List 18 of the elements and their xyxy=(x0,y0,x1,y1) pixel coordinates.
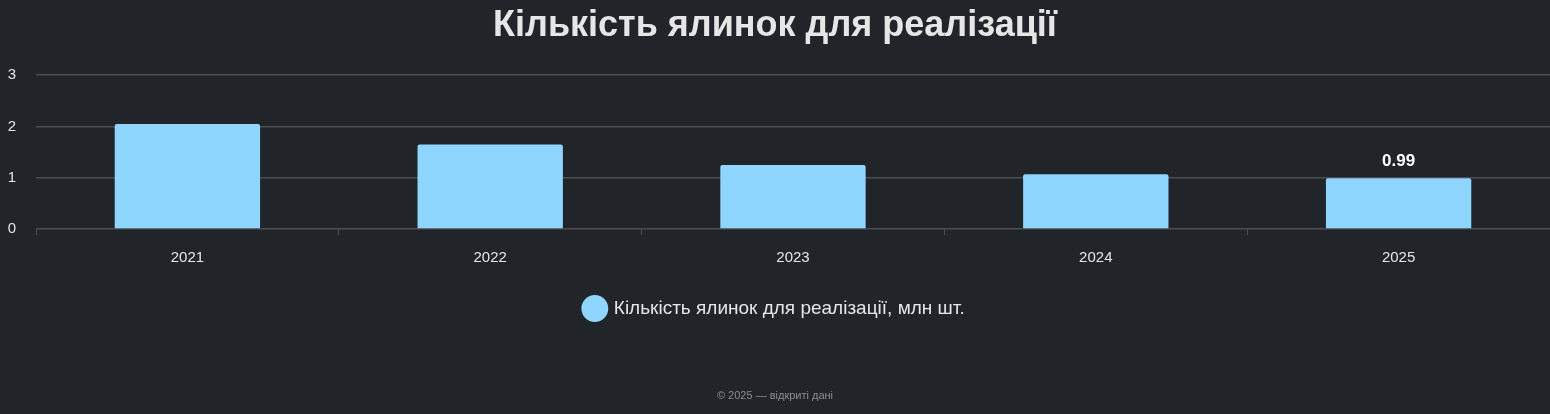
bar xyxy=(114,123,261,229)
bar xyxy=(1023,174,1169,229)
legend-label: Кількість ялинок для реалізації, млн шт. xyxy=(613,296,965,318)
x-tick-label: 2025 xyxy=(1381,248,1416,266)
y-tick-label: 2 xyxy=(7,116,16,134)
y-tick-label: 0 xyxy=(7,219,16,237)
x-tick-label: 2023 xyxy=(776,248,810,266)
x-tick-label: 2022 xyxy=(473,248,507,266)
y-tick-label: 1 xyxy=(7,167,16,185)
x-tick-label: 2021 xyxy=(170,248,205,266)
text: © 2025 — відкриті дані xyxy=(715,389,835,401)
data-label: 0.99 xyxy=(1382,151,1416,171)
x-tick-label: 2024 xyxy=(1079,248,1113,266)
bar xyxy=(1325,178,1472,229)
bar xyxy=(417,144,563,229)
y-tick-label: 3 xyxy=(7,65,16,83)
bar xyxy=(720,164,866,229)
chart-title: Кількість ялинок для реалізації xyxy=(493,2,1058,44)
